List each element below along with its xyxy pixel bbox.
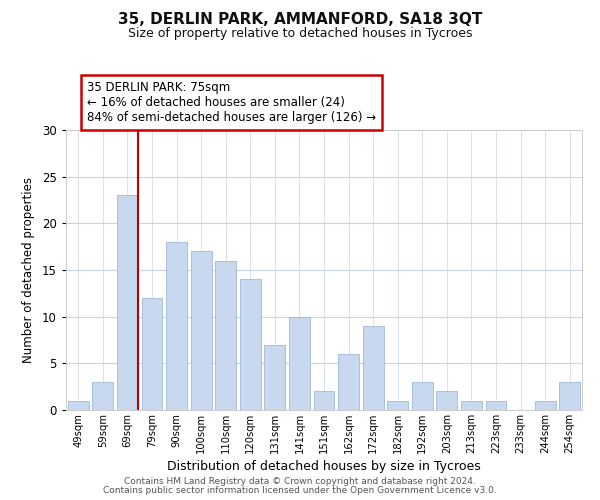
Bar — [289, 316, 310, 410]
Bar — [142, 298, 163, 410]
Bar — [436, 392, 457, 410]
Text: Contains public sector information licensed under the Open Government Licence v3: Contains public sector information licen… — [103, 486, 497, 495]
Bar — [92, 382, 113, 410]
Bar — [559, 382, 580, 410]
Bar — [314, 392, 334, 410]
Bar — [485, 400, 506, 410]
Bar — [191, 252, 212, 410]
Bar — [362, 326, 383, 410]
Bar — [535, 400, 556, 410]
Bar — [215, 260, 236, 410]
Bar — [68, 400, 89, 410]
Bar — [240, 280, 261, 410]
Bar — [166, 242, 187, 410]
Bar — [461, 400, 482, 410]
Bar — [338, 354, 359, 410]
Text: Contains HM Land Registry data © Crown copyright and database right 2024.: Contains HM Land Registry data © Crown c… — [124, 477, 476, 486]
Bar — [412, 382, 433, 410]
Bar — [265, 344, 286, 410]
Text: 35 DERLIN PARK: 75sqm
← 16% of detached houses are smaller (24)
84% of semi-deta: 35 DERLIN PARK: 75sqm ← 16% of detached … — [86, 82, 376, 124]
X-axis label: Distribution of detached houses by size in Tycroes: Distribution of detached houses by size … — [167, 460, 481, 473]
Bar — [387, 400, 408, 410]
Text: Size of property relative to detached houses in Tycroes: Size of property relative to detached ho… — [128, 26, 472, 40]
Y-axis label: Number of detached properties: Number of detached properties — [22, 177, 35, 363]
Bar — [117, 196, 138, 410]
Text: 35, DERLIN PARK, AMMANFORD, SA18 3QT: 35, DERLIN PARK, AMMANFORD, SA18 3QT — [118, 12, 482, 28]
